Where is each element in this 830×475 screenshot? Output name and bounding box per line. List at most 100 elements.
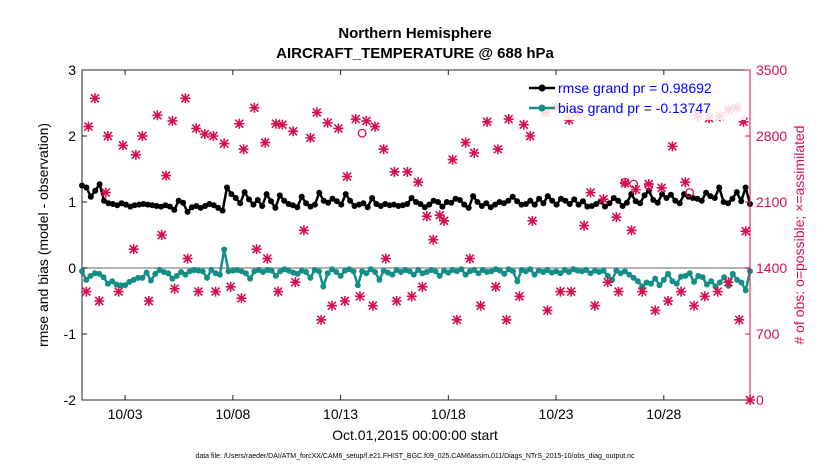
rmse-point — [509, 193, 516, 200]
bias-point — [143, 269, 150, 276]
obs_assimilated-marker — [643, 179, 654, 190]
bias-point — [600, 267, 607, 274]
y-right-tick-label: 0 — [756, 392, 764, 408]
bias-point — [583, 267, 590, 273]
bias-point — [337, 272, 344, 279]
rmse-point — [237, 200, 244, 207]
obs_assimilated-marker — [503, 114, 514, 125]
rmse-point — [650, 197, 657, 203]
bias-point — [173, 272, 180, 279]
rmse-point — [716, 184, 723, 191]
rmse-point — [333, 198, 340, 205]
obs_assimilated-marker — [434, 210, 445, 221]
obs_low-marker — [262, 253, 273, 264]
bias-point — [363, 270, 370, 277]
bias-point — [268, 267, 275, 274]
obs_assimilated-marker — [180, 93, 191, 104]
bias-point — [445, 269, 452, 276]
obs_assimilated-marker — [234, 118, 245, 129]
obs_low-marker — [290, 277, 301, 288]
rmse-point — [250, 201, 257, 208]
rmse-point — [83, 184, 90, 191]
bias-point — [204, 274, 210, 281]
rmse-point — [610, 195, 617, 201]
rmse-point — [294, 204, 301, 211]
obs_assimilated-marker — [518, 119, 529, 130]
bias-point — [501, 270, 508, 277]
obs_assimilated-marker — [389, 166, 400, 177]
y-axis-right: 0 700 1400 2100 2800 3500 — [745, 62, 787, 408]
obs-possible-marker — [644, 181, 654, 191]
rmse-point — [144, 201, 151, 208]
rmse-point — [210, 202, 217, 209]
rmse-point — [672, 197, 679, 204]
y-right-tick-label: 3500 — [756, 62, 787, 78]
obs_low-marker — [650, 305, 661, 316]
rmse-point — [369, 195, 376, 201]
rmse-point — [703, 189, 710, 196]
bias-point — [208, 267, 215, 273]
rmse-point — [87, 193, 94, 200]
rmse-point — [478, 203, 485, 209]
rmse-point — [566, 201, 573, 207]
rmse-point — [426, 201, 433, 208]
obs_assimilated-marker — [460, 137, 471, 148]
bias-point — [622, 268, 628, 275]
rmse-point — [329, 195, 336, 202]
obs_assimilated-marker — [199, 129, 210, 140]
obs_assimilated-marker — [83, 121, 94, 132]
obs_assimilated-marker — [370, 121, 381, 132]
rmse-point — [654, 199, 661, 206]
rmse-point — [637, 200, 644, 207]
x-tick-label: 10/03 — [108, 406, 143, 422]
rmse-point — [487, 204, 494, 211]
obs_low-marker — [354, 291, 365, 302]
rmse-point — [531, 201, 538, 208]
x-tick-label: 10/23 — [539, 406, 574, 422]
obs_low-marker — [156, 230, 167, 240]
obs_assimilated-marker — [598, 194, 609, 205]
rmse-point — [698, 197, 705, 204]
obs_low-marker — [367, 300, 378, 311]
bias-point — [458, 266, 465, 273]
obs_low-marker — [566, 286, 577, 297]
bias-point — [475, 270, 482, 277]
obs_low-marker — [712, 286, 723, 297]
y-left-tick-label: 0 — [68, 260, 76, 276]
y-right-tick-label: 700 — [756, 326, 780, 342]
rmse-point — [268, 198, 274, 205]
rmse-point — [549, 197, 556, 204]
legend-box — [526, 76, 746, 120]
obs_low-marker — [688, 300, 699, 311]
bias-point — [389, 271, 396, 278]
obs_low-marker — [316, 314, 327, 325]
rmse-point — [659, 191, 666, 198]
bias-point — [527, 266, 534, 273]
obs_assimilated-marker — [322, 117, 333, 128]
y-right-tick-label: 2100 — [756, 194, 787, 210]
bias-point — [410, 271, 417, 278]
obs_low-marker — [225, 281, 236, 292]
obs_assimilated-marker — [630, 184, 641, 195]
bias-point — [738, 279, 745, 286]
rmse-point — [386, 202, 393, 209]
bias-point — [406, 268, 413, 275]
rmse-point — [580, 198, 586, 205]
bias-point — [699, 274, 706, 281]
obs_low-marker — [406, 291, 417, 302]
obs_low-marker — [475, 300, 486, 311]
rmse-point — [219, 207, 226, 214]
obs_low-marker — [501, 314, 512, 325]
rmse-point — [575, 201, 582, 208]
rmse-point — [140, 201, 147, 207]
rmse-point — [456, 197, 463, 203]
obs_assimilated-marker — [277, 119, 288, 130]
rmse-point — [439, 203, 446, 210]
x-tick-label: 10/13 — [323, 406, 358, 422]
obs_assimilated-marker — [311, 107, 322, 118]
rmse-point — [615, 197, 622, 204]
bias-point — [652, 275, 659, 282]
rmse-point — [725, 200, 731, 207]
rmse-series — [79, 181, 753, 215]
